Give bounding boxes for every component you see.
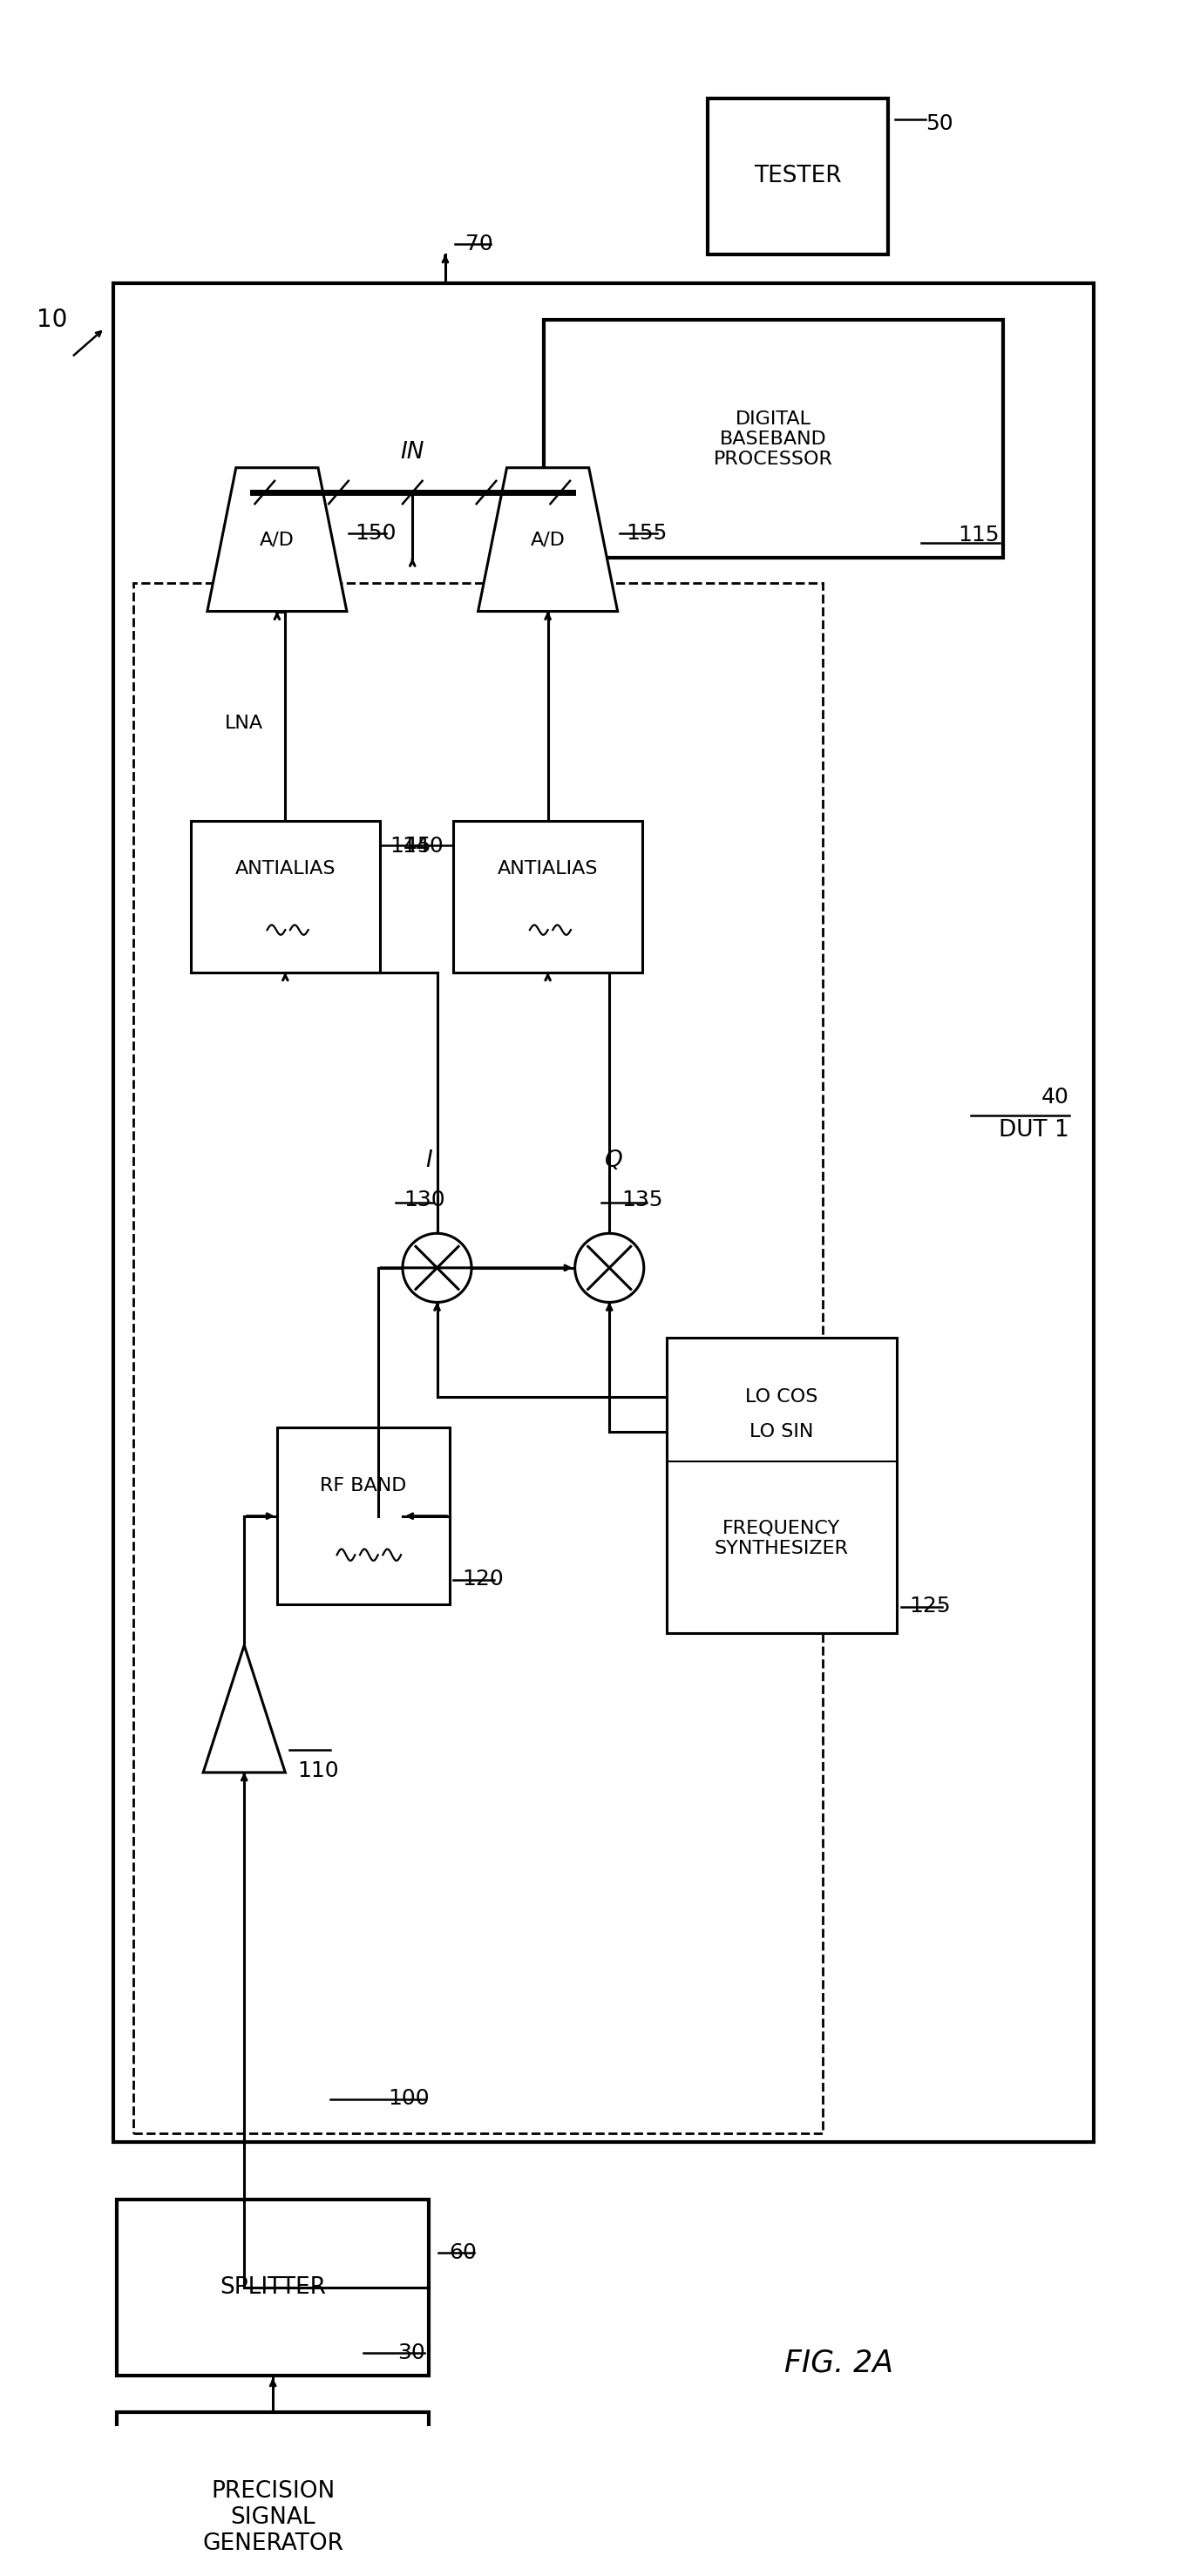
Text: 50: 50 [925, 113, 953, 134]
Text: A/D: A/D [260, 531, 294, 549]
Bar [544, 319, 1003, 559]
Text: 115: 115 [958, 526, 999, 546]
Polygon shape [478, 469, 617, 611]
Text: 100: 100 [388, 2089, 430, 2110]
Text: A/D: A/D [531, 531, 565, 549]
Bar [277, 1427, 450, 1605]
Text: PRECISION
SIGNAL
GENERATOR: PRECISION SIGNAL GENERATOR [202, 2481, 343, 2555]
Text: SPLITTER: SPLITTER [219, 2277, 326, 2298]
Text: 120: 120 [461, 1569, 504, 1589]
Text: 130: 130 [404, 1190, 446, 1211]
Text: 150: 150 [355, 523, 396, 544]
Text: DIGITAL
BASEBAND
PROCESSOR: DIGITAL BASEBAND PROCESSOR [714, 410, 833, 469]
Circle shape [575, 1234, 644, 1303]
Text: 145: 145 [389, 835, 431, 855]
Bar [453, 822, 642, 971]
Text: 70: 70 [466, 234, 493, 255]
Text: IN: IN [400, 440, 425, 464]
Bar [133, 582, 822, 2133]
Text: LO COS: LO COS [746, 1388, 818, 1406]
Text: 155: 155 [625, 523, 667, 544]
Text: ANTIALIAS: ANTIALIAS [498, 860, 598, 878]
Bar [113, 283, 1094, 2141]
Text: FIG. 2A: FIG. 2A [785, 2349, 893, 2378]
Bar [117, 2414, 428, 2576]
Text: ANTIALIAS: ANTIALIAS [235, 860, 335, 878]
Text: 30: 30 [398, 2342, 425, 2362]
Text: LO SIN: LO SIN [749, 1425, 814, 1440]
Polygon shape [208, 469, 347, 611]
Text: 40: 40 [1041, 1087, 1069, 1108]
Text: 135: 135 [622, 1190, 663, 1211]
Text: DUT 1: DUT 1 [998, 1118, 1069, 1141]
Text: I: I [426, 1149, 432, 1172]
Text: 60: 60 [450, 2241, 477, 2262]
Text: 140: 140 [402, 835, 444, 855]
Bar [191, 822, 380, 971]
Bar [667, 1337, 897, 1633]
Bar [117, 2200, 428, 2375]
Circle shape [402, 1234, 472, 1303]
Text: RF BAND: RF BAND [320, 1479, 406, 1494]
Text: Q: Q [604, 1149, 623, 1172]
Bar [708, 98, 889, 255]
Text: TESTER: TESTER [754, 165, 843, 188]
Text: LNA: LNA [225, 714, 263, 732]
Polygon shape [203, 1646, 286, 1772]
Text: 110: 110 [297, 1759, 339, 1780]
Text: 125: 125 [909, 1595, 950, 1618]
Text: FREQUENCY
SYNTHESIZER: FREQUENCY SYNTHESIZER [715, 1520, 848, 1558]
Text: 10: 10 [37, 307, 67, 332]
